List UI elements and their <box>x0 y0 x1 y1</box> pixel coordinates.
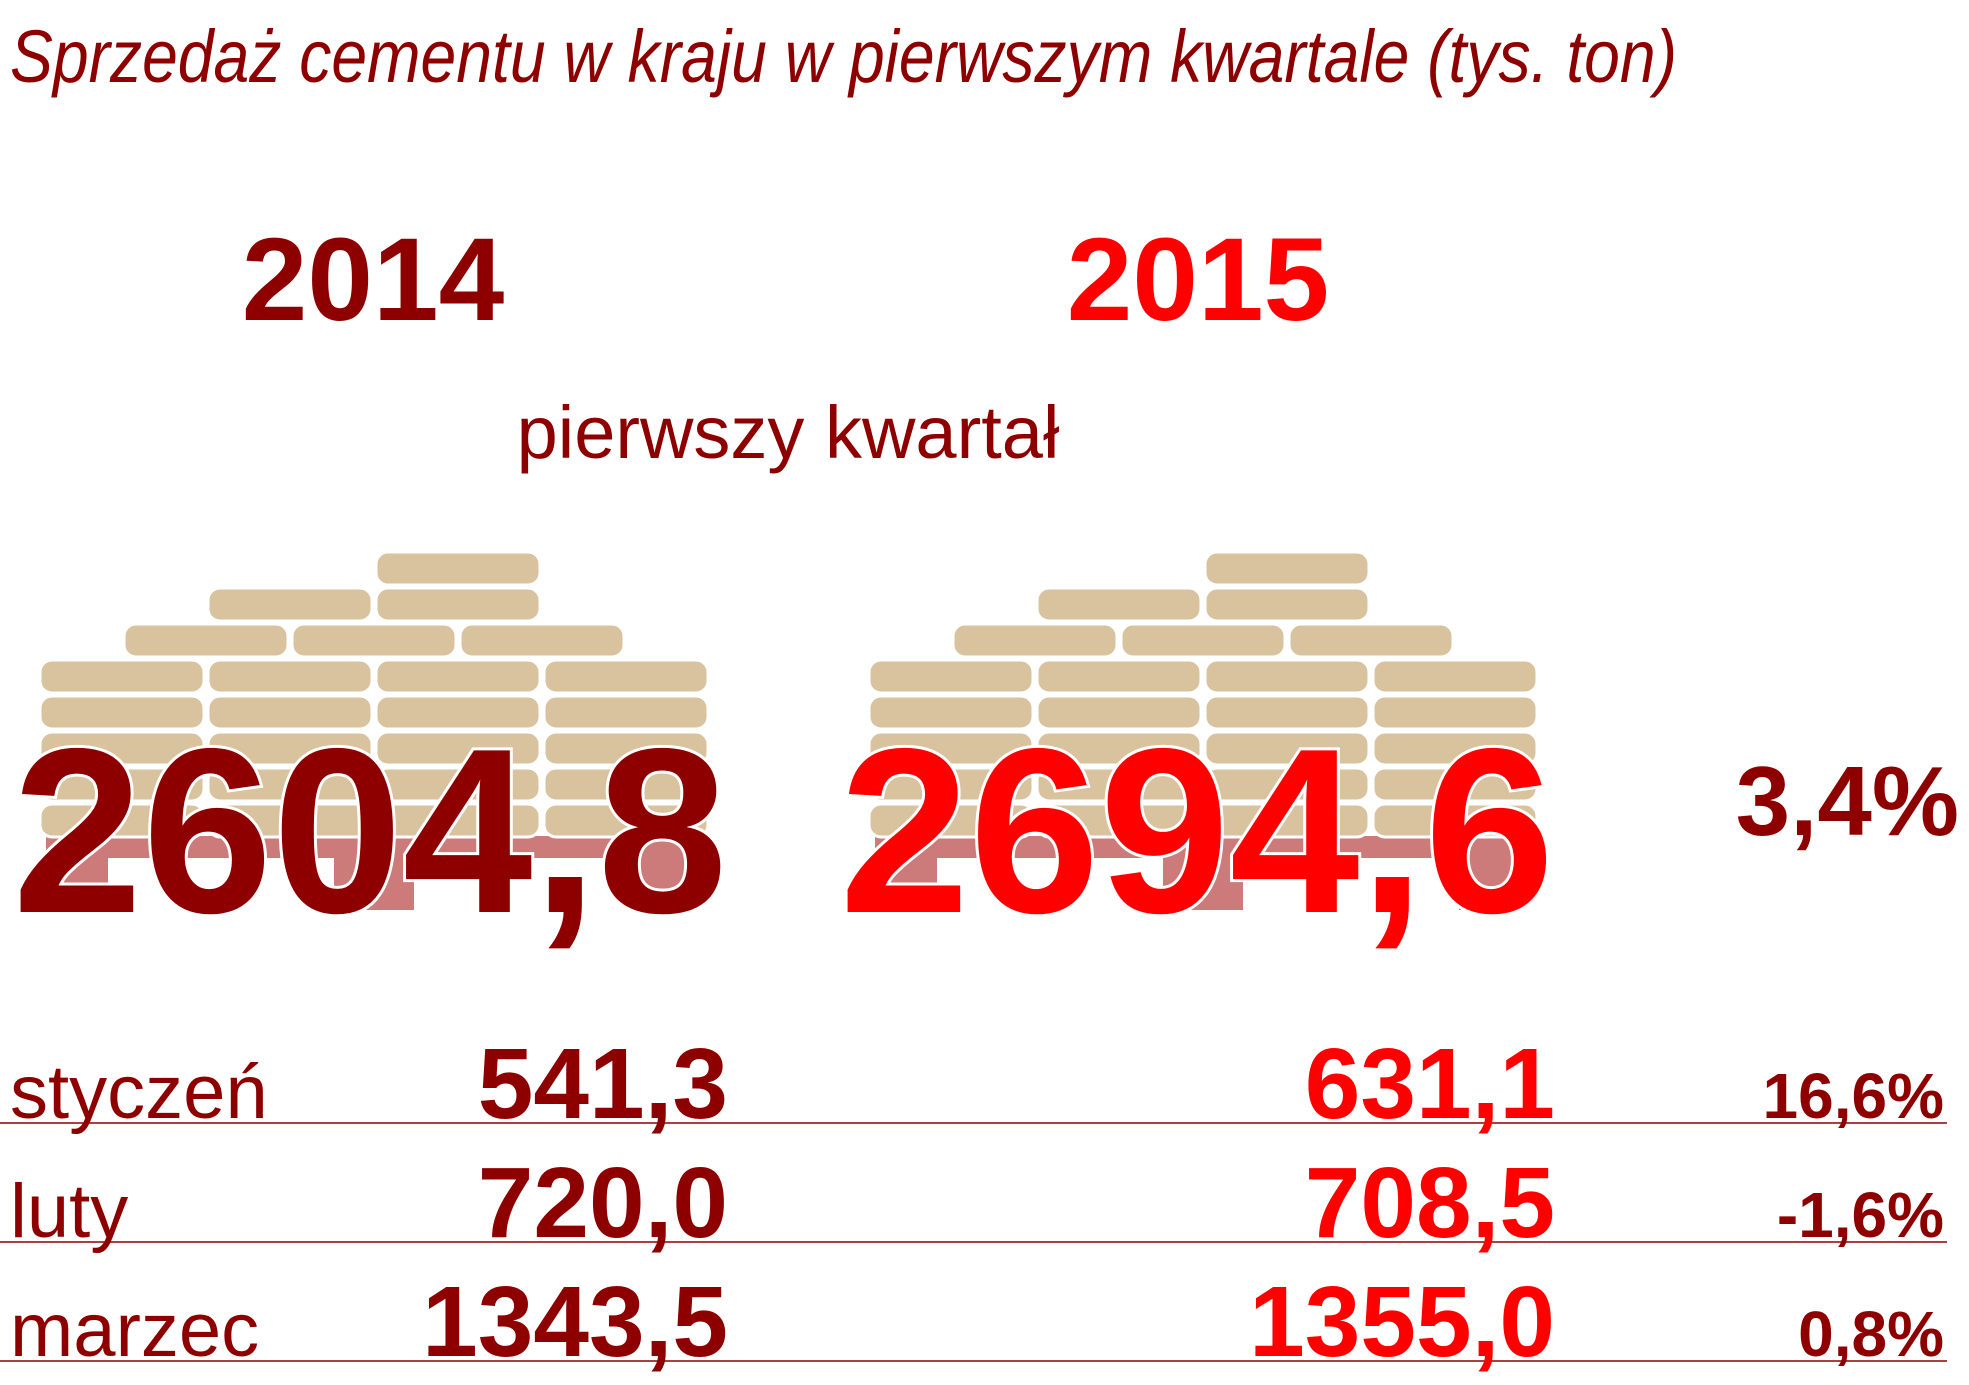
bag <box>458 622 626 659</box>
bag <box>951 622 1119 659</box>
pallet-leg <box>630 858 690 910</box>
bag <box>867 730 1035 767</box>
bag <box>1203 730 1371 767</box>
bag <box>206 730 374 767</box>
month-label: luty <box>10 1169 128 1254</box>
change: 16,6% <box>1763 1060 1944 1132</box>
bag <box>1035 586 1203 623</box>
bag <box>542 694 710 731</box>
title: Sprzedaż cementu w kraju w pierwszym kwa… <box>10 15 1677 98</box>
bag <box>1203 766 1371 803</box>
bag <box>374 694 542 731</box>
total-change: 3,4% <box>1736 746 1959 856</box>
bag <box>374 586 542 623</box>
bag <box>1035 730 1203 767</box>
pallet-leg <box>1163 858 1243 910</box>
year-2014: 2014 <box>242 214 505 346</box>
bag <box>38 766 206 803</box>
change: -1,6% <box>1777 1179 1944 1251</box>
value-2014: 541,3 <box>478 1028 728 1140</box>
bag <box>1035 802 1203 839</box>
value-2014: 720,0 <box>478 1147 728 1259</box>
pallet <box>46 836 702 858</box>
bag <box>867 694 1035 731</box>
bag <box>1035 766 1203 803</box>
bag <box>38 730 206 767</box>
bag <box>1203 802 1371 839</box>
bag <box>206 802 374 839</box>
bag <box>1371 658 1539 695</box>
value-2014: 1343,5 <box>422 1266 728 1378</box>
bag <box>867 658 1035 695</box>
bag <box>1203 586 1371 623</box>
bag <box>374 730 542 767</box>
bag <box>1203 658 1371 695</box>
change: 0,8% <box>1798 1298 1944 1370</box>
value-2015: 708,5 <box>1305 1147 1555 1259</box>
bag <box>1119 622 1287 659</box>
bag <box>290 622 458 659</box>
bag <box>374 658 542 695</box>
bag <box>542 766 710 803</box>
bag <box>38 694 206 731</box>
bag <box>374 550 542 587</box>
bag <box>38 802 206 839</box>
bag <box>867 802 1035 839</box>
bag <box>1371 802 1539 839</box>
pallet-leg <box>1459 858 1519 910</box>
bag <box>1035 658 1203 695</box>
bag <box>867 766 1035 803</box>
year-2015: 2015 <box>1067 214 1330 346</box>
bag <box>542 730 710 767</box>
month-label: marzec <box>10 1288 259 1373</box>
bag <box>1371 730 1539 767</box>
bag <box>542 658 710 695</box>
value-2015: 1355,0 <box>1249 1266 1555 1378</box>
bag <box>38 658 206 695</box>
bag <box>206 658 374 695</box>
total-2014: 2604,8 <box>13 699 728 962</box>
bag <box>206 766 374 803</box>
monthly-table: styczeń 541,3 631,1 16,6% luty 720,0 708,5 -1,6… <box>0 1028 1947 1378</box>
bag <box>206 694 374 731</box>
bag <box>1371 766 1539 803</box>
cement-bags <box>38 550 1539 910</box>
pallet <box>875 836 1531 858</box>
total-2015: 2694,6 <box>840 699 1555 962</box>
pallet-leg <box>877 858 937 910</box>
bag <box>542 802 710 839</box>
bag <box>1287 622 1455 659</box>
month-label: styczeń <box>10 1050 268 1135</box>
bag <box>1203 694 1371 731</box>
pallet-leg <box>48 858 108 910</box>
bag <box>122 622 290 659</box>
bag <box>374 766 542 803</box>
subtitle: pierwszy kwartał <box>517 391 1060 474</box>
bag <box>1035 694 1203 731</box>
value-2015: 631,1 <box>1305 1028 1555 1140</box>
bag <box>1203 550 1371 587</box>
pallet-leg <box>334 858 414 910</box>
bag <box>374 802 542 839</box>
bag <box>1371 694 1539 731</box>
bag <box>206 586 374 623</box>
